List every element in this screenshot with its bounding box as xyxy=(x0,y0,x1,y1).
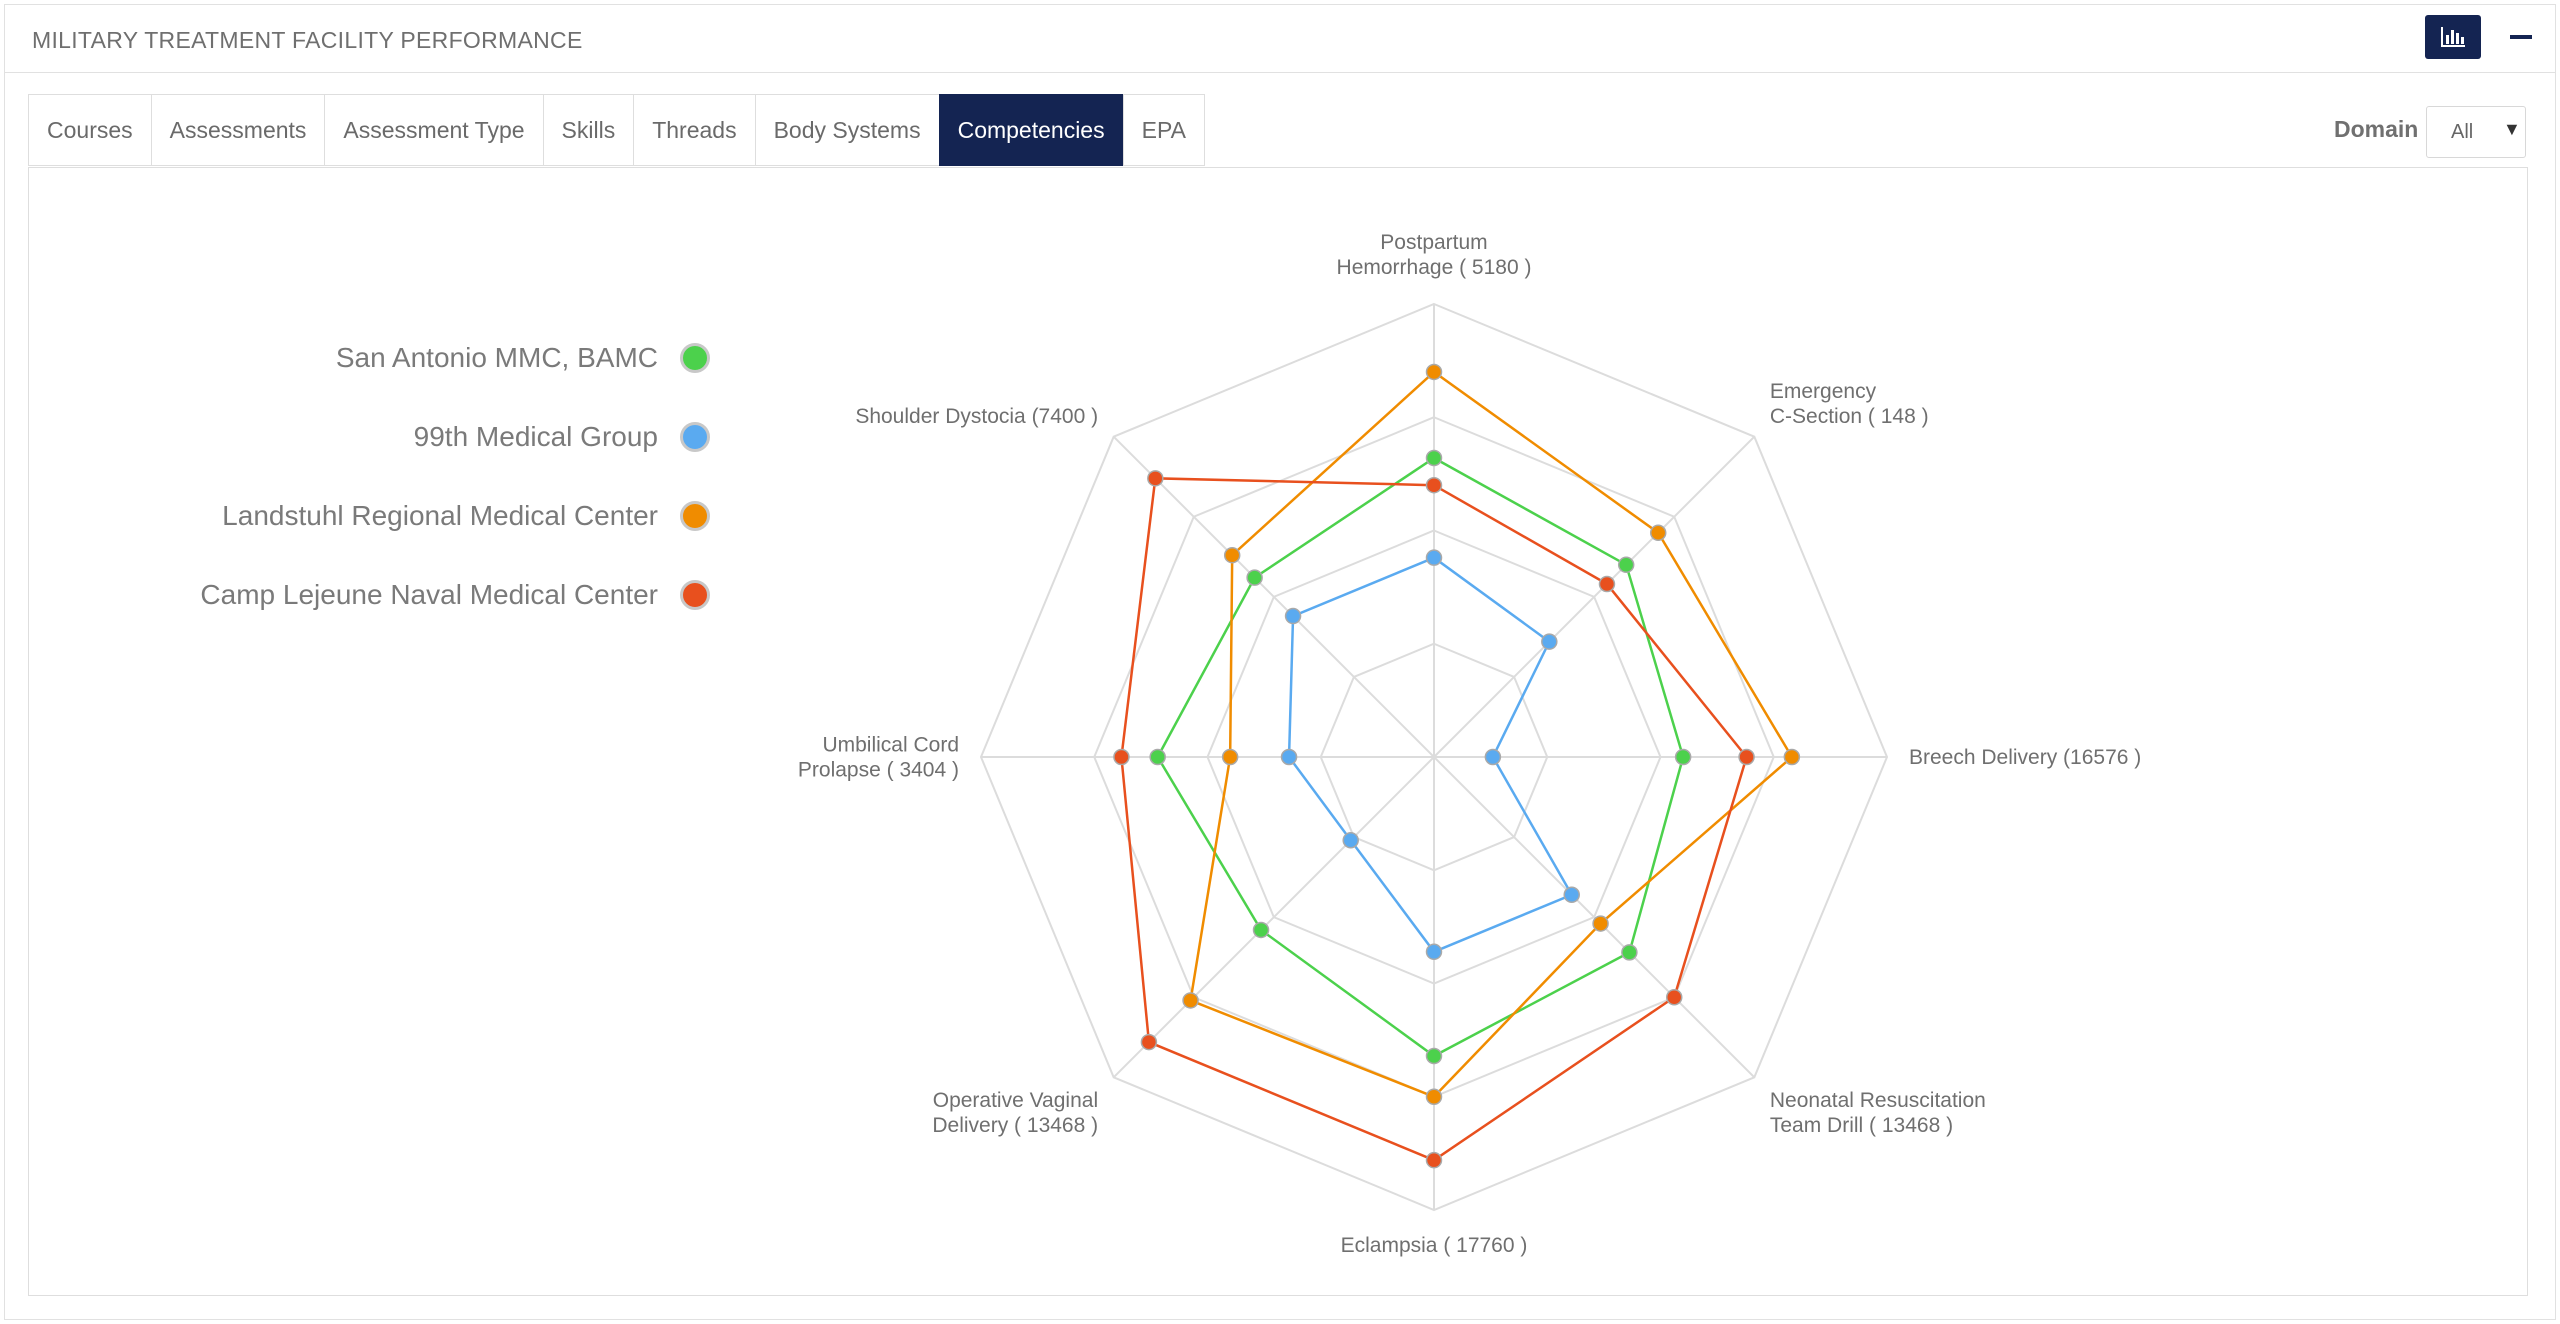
data-point xyxy=(1541,633,1558,650)
legend-item[interactable]: 99th Medical Group xyxy=(100,397,710,476)
tab-assessment-type[interactable]: Assessment Type xyxy=(324,94,543,166)
data-point xyxy=(1563,886,1580,903)
data-point xyxy=(1783,748,1801,766)
data-point xyxy=(1140,1033,1158,1051)
tab-courses[interactable]: Courses xyxy=(28,94,151,166)
tab-skills[interactable]: Skills xyxy=(542,94,634,166)
data-point xyxy=(1182,992,1199,1009)
axis-label-line: Umbilical Cord xyxy=(822,734,959,757)
tab-bar: Courses Assessments Assessment Type Skil… xyxy=(28,94,1205,168)
tab-epa[interactable]: EPA xyxy=(1122,94,1205,166)
data-point xyxy=(1280,748,1298,766)
legend-marker xyxy=(680,342,710,373)
data-point xyxy=(1674,748,1692,766)
tab-competencies[interactable]: Competencies xyxy=(938,94,1123,166)
grid-spoke xyxy=(1433,435,1756,758)
axis-label-line: Breech Delivery (16576 ) xyxy=(1909,746,2141,769)
axis-label-line: C-Section ( 148 ) xyxy=(1770,405,1929,428)
data-point xyxy=(1223,546,1241,564)
axis-label-line: Team Drill ( 13468 ) xyxy=(1770,1114,1953,1137)
axis-label-line: Postpartum xyxy=(1380,231,1487,254)
axis-label-line: Shoulder Dystocia (7400 ) xyxy=(855,405,1098,428)
axis-label: Postpartum Hemorrhage ( 5180 ) xyxy=(1337,231,1532,279)
data-point xyxy=(1221,748,1239,766)
axis-label-line: Prolapse ( 3404 ) xyxy=(798,759,959,782)
data-point xyxy=(1425,1047,1443,1065)
data-point xyxy=(1425,549,1443,566)
axis-label-line: Hemorrhage ( 5180 ) xyxy=(1337,256,1532,279)
axis-label: Shoulder Dystocia (7400 ) xyxy=(855,405,1098,428)
performance-panel: MILITARY TREATMENT FACILITY PERFORMANCE xyxy=(4,4,2556,1320)
data-point xyxy=(1425,1088,1443,1105)
axis-label-line: Eclampsia ( 17760 ) xyxy=(1341,1234,1528,1257)
legend-label: Landstuhl Regional Medical Center xyxy=(222,499,658,531)
data-point xyxy=(1149,748,1166,766)
axis-label-line: Delivery ( 13468 ) xyxy=(932,1114,1098,1137)
data-point xyxy=(1665,988,1683,1006)
legend-label: Camp Lejeune Naval Medical Center xyxy=(200,578,658,610)
axis-label-line: Neonatal Resuscitation xyxy=(1770,1089,1986,1112)
domain-select[interactable]: All ▼ xyxy=(2426,106,2526,158)
data-point xyxy=(1425,363,1443,381)
grid-spoke xyxy=(1112,756,1435,1079)
data-point xyxy=(1284,607,1302,625)
minus-icon xyxy=(2510,35,2532,39)
axis-label: Eclampsia ( 17760 ) xyxy=(1341,1234,1528,1257)
data-point xyxy=(1113,748,1130,766)
axis-label-line: Operative Vaginal xyxy=(933,1089,1098,1112)
axis-label: Emergency C-Section ( 148 ) xyxy=(1770,380,1929,428)
legend-marker xyxy=(680,579,710,610)
legend-label: San Antonio MMC, BAMC xyxy=(335,341,658,373)
axis-label: Neonatal Resuscitation Team Drill ( 13468… xyxy=(1770,1089,1986,1137)
chart-container xyxy=(28,167,2528,1296)
axis-label: Breech Delivery (16576 ) xyxy=(1909,746,2141,769)
data-point xyxy=(1425,476,1443,494)
axis-label: Operative Vaginal Delivery ( 13468 ) xyxy=(932,1089,1098,1137)
tab-body-systems[interactable]: Body Systems xyxy=(754,94,939,166)
panel-header: MILITARY TREATMENT FACILITY PERFORMANCE xyxy=(5,5,2555,73)
axis-label-line: Emergency xyxy=(1770,380,1877,403)
data-point xyxy=(1342,832,1359,849)
data-point xyxy=(1252,921,1270,939)
data-point xyxy=(1649,524,1667,542)
bar-chart-toggle-button[interactable] xyxy=(2425,15,2481,59)
data-point xyxy=(1598,575,1616,593)
data-point xyxy=(1425,1151,1443,1169)
domain-select-value: All xyxy=(2451,121,2474,143)
data-point xyxy=(1147,470,1164,487)
grid-spoke xyxy=(1112,435,1435,758)
domain-filter-label: Domain xyxy=(2334,116,2419,142)
grid-spoke xyxy=(1433,756,1756,1079)
axis-label: Umbilical Cord Prolapse ( 3404 ) xyxy=(798,734,959,782)
caret-down-icon: ▼ xyxy=(2503,119,2521,139)
chart-legend: San Antonio MMC, BAMC 99th Medical Group… xyxy=(100,318,710,634)
tab-assessments[interactable]: Assessments xyxy=(150,94,325,166)
bar-chart-icon xyxy=(2441,27,2465,47)
data-point xyxy=(1738,748,1755,766)
data-point xyxy=(1425,943,1443,961)
legend-marker xyxy=(680,421,710,452)
data-point xyxy=(1425,449,1443,467)
data-point xyxy=(1621,944,1638,961)
legend-label: 99th Medical Group xyxy=(413,420,658,452)
data-point xyxy=(1617,556,1635,574)
tab-threads[interactable]: Threads xyxy=(633,94,755,166)
legend-item[interactable]: Landstuhl Regional Medical Center xyxy=(100,476,710,555)
legend-marker xyxy=(680,500,710,531)
data-point xyxy=(1246,569,1263,586)
minimize-button[interactable] xyxy=(2505,23,2537,51)
legend-item[interactable]: San Antonio MMC, BAMC xyxy=(100,318,710,397)
panel-title: MILITARY TREATMENT FACILITY PERFORMANCE xyxy=(32,27,583,53)
data-point xyxy=(1484,748,1502,766)
data-point xyxy=(1592,915,1609,932)
legend-item[interactable]: Camp Lejeune Naval Medical Center xyxy=(100,555,710,634)
